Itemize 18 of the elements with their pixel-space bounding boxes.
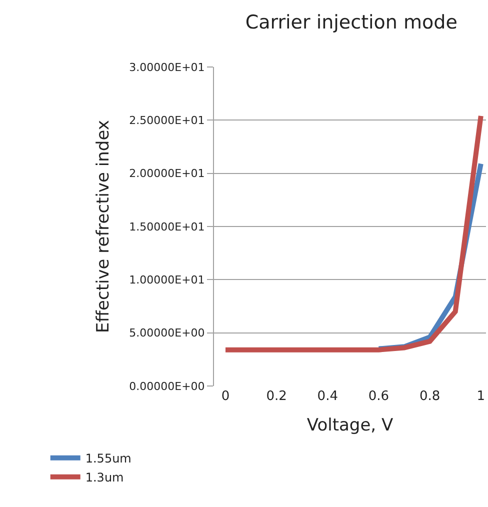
x-tick-label: 0.6 bbox=[368, 389, 390, 404]
y-tick-label: 2.00000E+01 bbox=[129, 167, 205, 180]
y-axis-title: Effective refrective index bbox=[94, 120, 114, 333]
x-axis-title: Voltage, V bbox=[306, 415, 394, 436]
x-tick-label: 0.2 bbox=[266, 389, 287, 404]
y-tick-label: 5.00000E+00 bbox=[129, 326, 205, 340]
y-tick-label: 0.00000E+00 bbox=[129, 380, 205, 393]
x-tick-label: 0 bbox=[221, 389, 230, 404]
x-tick-label: 0.4 bbox=[317, 389, 338, 404]
legend-label: 1.55um bbox=[85, 452, 132, 466]
chart-title: Carrier injection mode bbox=[245, 12, 458, 34]
legend-label: 1.3um bbox=[85, 470, 124, 485]
x-tick-label: 0.8 bbox=[419, 389, 440, 404]
y-tick-label: 1.00000E+01 bbox=[129, 274, 205, 287]
y-tick-label: 2.50000E+01 bbox=[129, 114, 205, 128]
x-tick-label: 1 bbox=[476, 389, 486, 404]
y-tick-label: 1.50000E+01 bbox=[129, 220, 205, 234]
y-tick-label: 3.00000E+01 bbox=[129, 60, 205, 74]
